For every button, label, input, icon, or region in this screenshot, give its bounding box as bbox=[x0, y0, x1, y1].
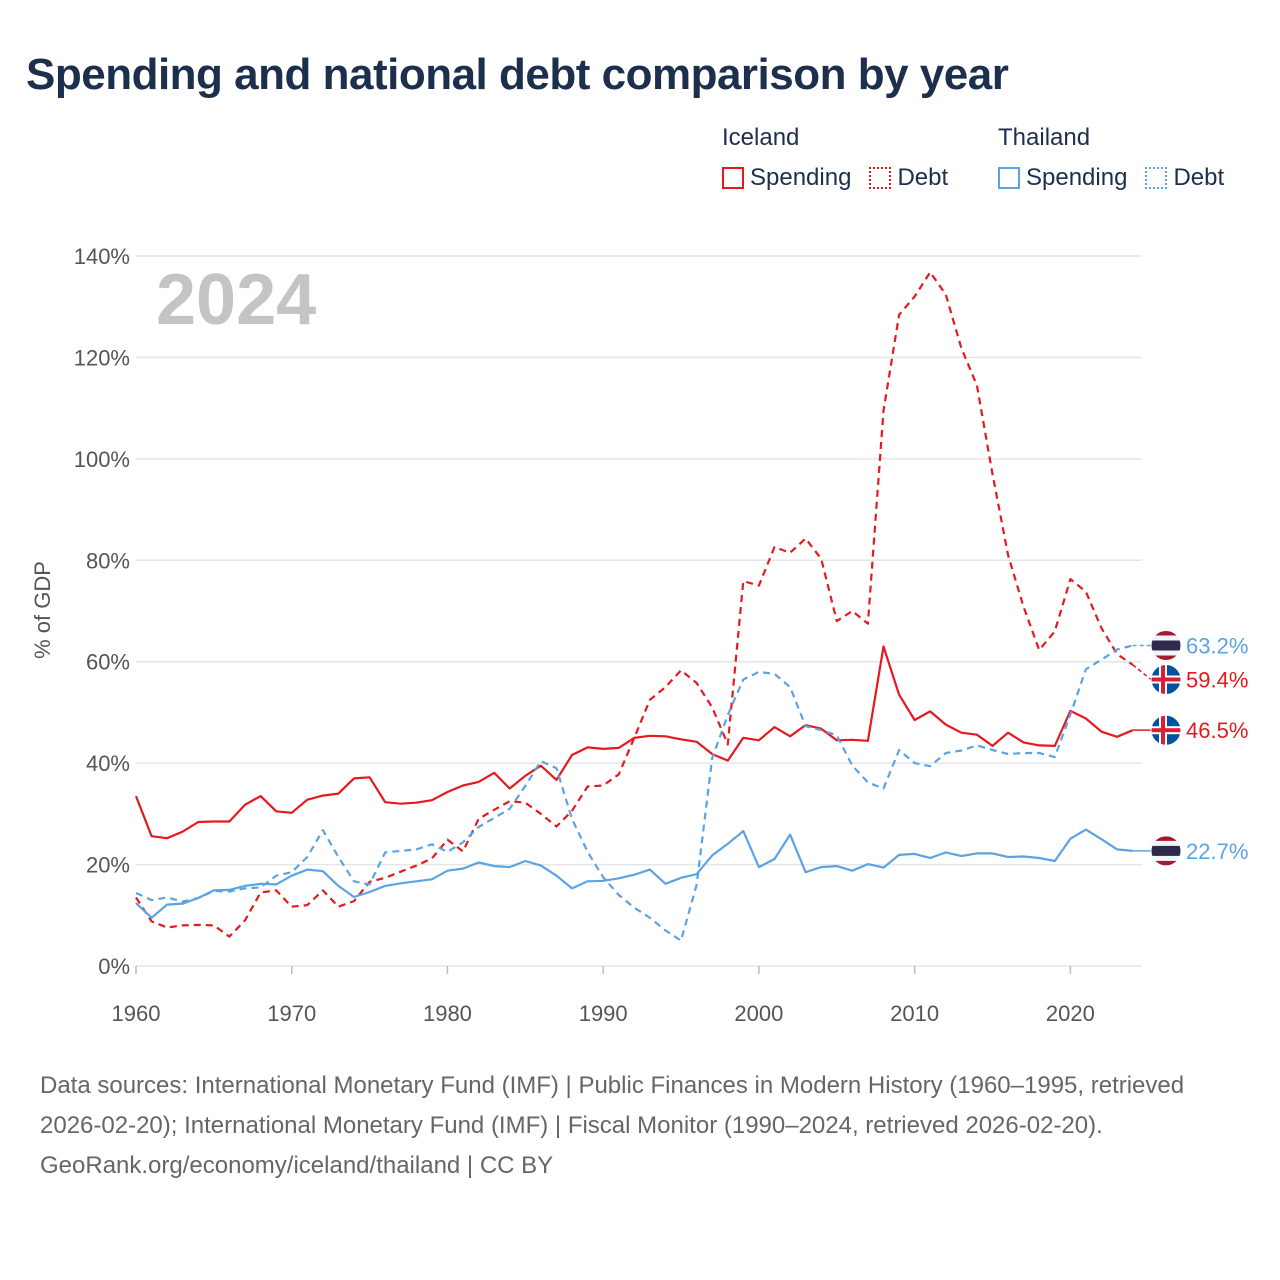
iceland-flag-cross-v-red bbox=[1161, 715, 1165, 746]
end-labels: 63.2% 59.4% 46.5% 22.7% bbox=[1132, 630, 1248, 867]
y-tick-label-100: 100% bbox=[74, 447, 130, 472]
series-line-thailand-debt bbox=[135, 644, 1133, 942]
flag-ring bbox=[1150, 630, 1182, 661]
x-tick-label-1990: 1990 bbox=[579, 1001, 628, 1026]
iceland-flag-icon bbox=[1150, 714, 1182, 746]
legend-country-thailand: Thailand bbox=[998, 124, 1091, 151]
legend-entry-iceland-spending[interactable]: Spending bbox=[722, 164, 851, 192]
thailand-flag-blue bbox=[1151, 845, 1181, 856]
chart-title: Spending and national debt comparison by… bbox=[26, 50, 1009, 99]
line-chart: 2024 0% 20% 40% 60% 80% 100% 120% 140% 1960 1970… bbox=[30, 244, 1248, 1026]
x-tick-label-2000: 2000 bbox=[734, 1001, 783, 1026]
thailand-flag-body bbox=[1151, 630, 1181, 661]
x-axis: 1960 1970 1980 1990 2000 2010 2020 bbox=[112, 966, 1095, 1026]
flag-ring bbox=[1150, 714, 1182, 746]
legend-country-iceland: Iceland bbox=[722, 124, 800, 151]
x-tick-label-2010: 2010 bbox=[890, 1001, 939, 1026]
end-label-thailand-debt: 63.2% bbox=[1186, 633, 1248, 658]
legend-swatch-iceland-spending bbox=[722, 167, 744, 189]
iceland-flag-cross-h-red bbox=[1151, 677, 1181, 682]
end-label-iceland-debt: 59.4% bbox=[1186, 667, 1248, 692]
y-tick-label-80: 80% bbox=[86, 548, 130, 573]
legend-entry-iceland-debt[interactable]: Debt bbox=[869, 164, 948, 192]
credit-link[interactable]: GeoRank.org/economy/iceland/thailand | C… bbox=[40, 1152, 554, 1179]
legend-label-iceland-spending: Spending bbox=[750, 164, 852, 191]
series-line-thailand-spending bbox=[135, 828, 1133, 919]
legend-label-thailand-spending: Spending bbox=[1026, 164, 1128, 191]
legend-label-thailand-debt: Debt bbox=[1173, 164, 1225, 191]
x-tick-label-2020: 2020 bbox=[1046, 1001, 1095, 1026]
legend-entry-thailand-debt[interactable]: Debt bbox=[1145, 164, 1224, 192]
x-tick-label-1980: 1980 bbox=[423, 1001, 472, 1026]
iceland-flag-cross-h-red bbox=[1151, 728, 1181, 733]
thailand-flag-icon bbox=[1150, 835, 1182, 867]
series-line-iceland-spending bbox=[134, 645, 1134, 840]
series-line-iceland-debt bbox=[135, 271, 1134, 938]
legend-label-iceland-debt: Debt bbox=[897, 164, 949, 191]
legend-group-thailand: Thailand Spending Debt bbox=[998, 124, 1224, 192]
y-tick-label-0: 0% bbox=[98, 954, 130, 979]
legend-entry-thailand-spending[interactable]: Spending bbox=[998, 164, 1127, 192]
y-axis-label: % of GDP bbox=[30, 561, 55, 659]
flag-ring bbox=[1150, 835, 1182, 867]
y-tick-label-60: 60% bbox=[86, 650, 130, 675]
thailand-flag-icon bbox=[1150, 630, 1182, 661]
flag-ring bbox=[1150, 664, 1182, 695]
x-tick-label-1970: 1970 bbox=[267, 1001, 316, 1026]
grid-layer bbox=[136, 255, 1142, 967]
end-label-iceland-spending: 46.5% bbox=[1186, 718, 1248, 743]
y-tick-label-140: 140% bbox=[74, 244, 130, 269]
thailand-flag-body bbox=[1151, 835, 1181, 866]
y-tick-label-20: 20% bbox=[86, 853, 130, 878]
y-axis: 0% 20% 40% 60% 80% 100% 120% 140% bbox=[74, 244, 130, 979]
legend-swatch-thailand-spending bbox=[998, 167, 1020, 189]
footer: Data sources: International Monetary Fun… bbox=[40, 1066, 1240, 1186]
x-tick-label-1960: 1960 bbox=[112, 1001, 161, 1026]
iceland-flag-icon bbox=[1150, 664, 1182, 695]
iceland-flag-body bbox=[1151, 664, 1181, 695]
year-watermark: 2024 bbox=[156, 260, 316, 340]
legend-group-iceland: Iceland Spending Debt bbox=[722, 124, 948, 192]
y-tick-label-120: 120% bbox=[74, 345, 130, 370]
iceland-flag-body bbox=[1151, 715, 1181, 746]
y-tick-label-40: 40% bbox=[86, 751, 130, 776]
connector-iceland-debt bbox=[1132, 664, 1152, 681]
data-sources: Data sources: International Monetary Fun… bbox=[40, 1072, 1185, 1139]
legend-swatch-iceland-debt bbox=[869, 167, 892, 189]
end-label-thailand-spending: 22.7% bbox=[1186, 839, 1248, 864]
legend-swatch-thailand-debt bbox=[1145, 167, 1168, 189]
iceland-flag-cross-v-red bbox=[1161, 664, 1165, 695]
thailand-flag-blue bbox=[1151, 640, 1181, 651]
series-layer bbox=[134, 271, 1134, 942]
